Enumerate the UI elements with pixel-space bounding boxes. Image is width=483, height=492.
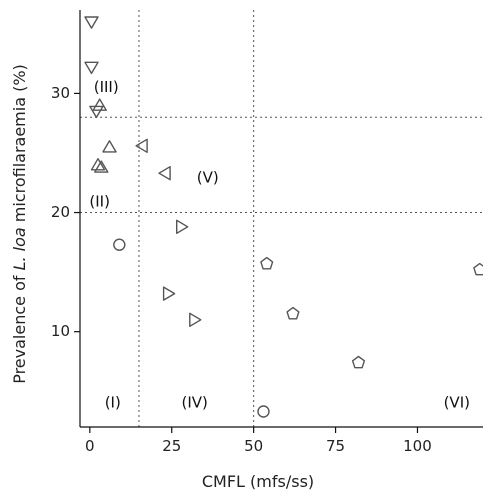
y-axis-title-part-1: Prevalence of (10, 270, 29, 383)
y-tick-label-30: 30 (51, 84, 70, 102)
data-point-triangle-up-4 (94, 160, 109, 173)
region-label-4: (IV) (181, 394, 207, 412)
data-point-triangle-down-3 (89, 105, 104, 119)
x-tick-label-75: 75 (326, 437, 345, 455)
data-point-pentagon-1 (260, 256, 274, 270)
data-point-triangle-up-3 (90, 157, 106, 171)
region-label-2: (II) (89, 192, 110, 210)
data-point-pentagon-2 (286, 306, 300, 320)
data-point-triangle-right-1 (175, 219, 189, 235)
y-axis-title-part-3: microfilaraemia (%) (10, 64, 29, 227)
data-point-pentagon-3 (351, 355, 366, 369)
data-point-triangle-up-1 (92, 98, 107, 111)
data-point-circle-1 (113, 238, 126, 251)
plot-content: (I) (II) (III) (IV) (V) (VI) (80, 10, 483, 427)
data-point-triangle-down-1 (84, 16, 99, 29)
x-tick-label-100: 100 (403, 437, 432, 455)
y-axis-title-part-2: L. loa (10, 227, 29, 270)
data-point-circle-2 (257, 405, 270, 418)
data-point-triangle-right-3 (189, 312, 202, 327)
data-point-triangle-down-2 (84, 61, 99, 75)
x-tick-label-50: 50 (244, 437, 263, 455)
y-axis-title: Prevalence of L. loa microfilaraemia (%) (10, 64, 29, 384)
y-tick-label-20: 20 (51, 203, 70, 221)
y-tick-label-10: 10 (51, 322, 70, 340)
region-label-3: (III) (94, 78, 119, 96)
region-label-5: (V) (197, 168, 219, 186)
data-point-triangle-right-2 (162, 286, 176, 301)
data-point-pentagon-4 (473, 262, 483, 276)
data-point-triangle-left-2 (158, 165, 171, 181)
data-point-triangle-up-2 (102, 140, 117, 153)
data-point-triangle-left-1 (135, 138, 148, 154)
x-axis-title: CMFL (mfs/ss) (202, 472, 314, 491)
axes: 0 25 50 75 100 10 20 30 (51, 10, 483, 455)
region-label-6: (VI) (444, 394, 470, 412)
x-tick-label-25: 25 (162, 437, 181, 455)
x-tick-label-0: 0 (85, 437, 95, 455)
region-label-1: (I) (105, 394, 121, 412)
